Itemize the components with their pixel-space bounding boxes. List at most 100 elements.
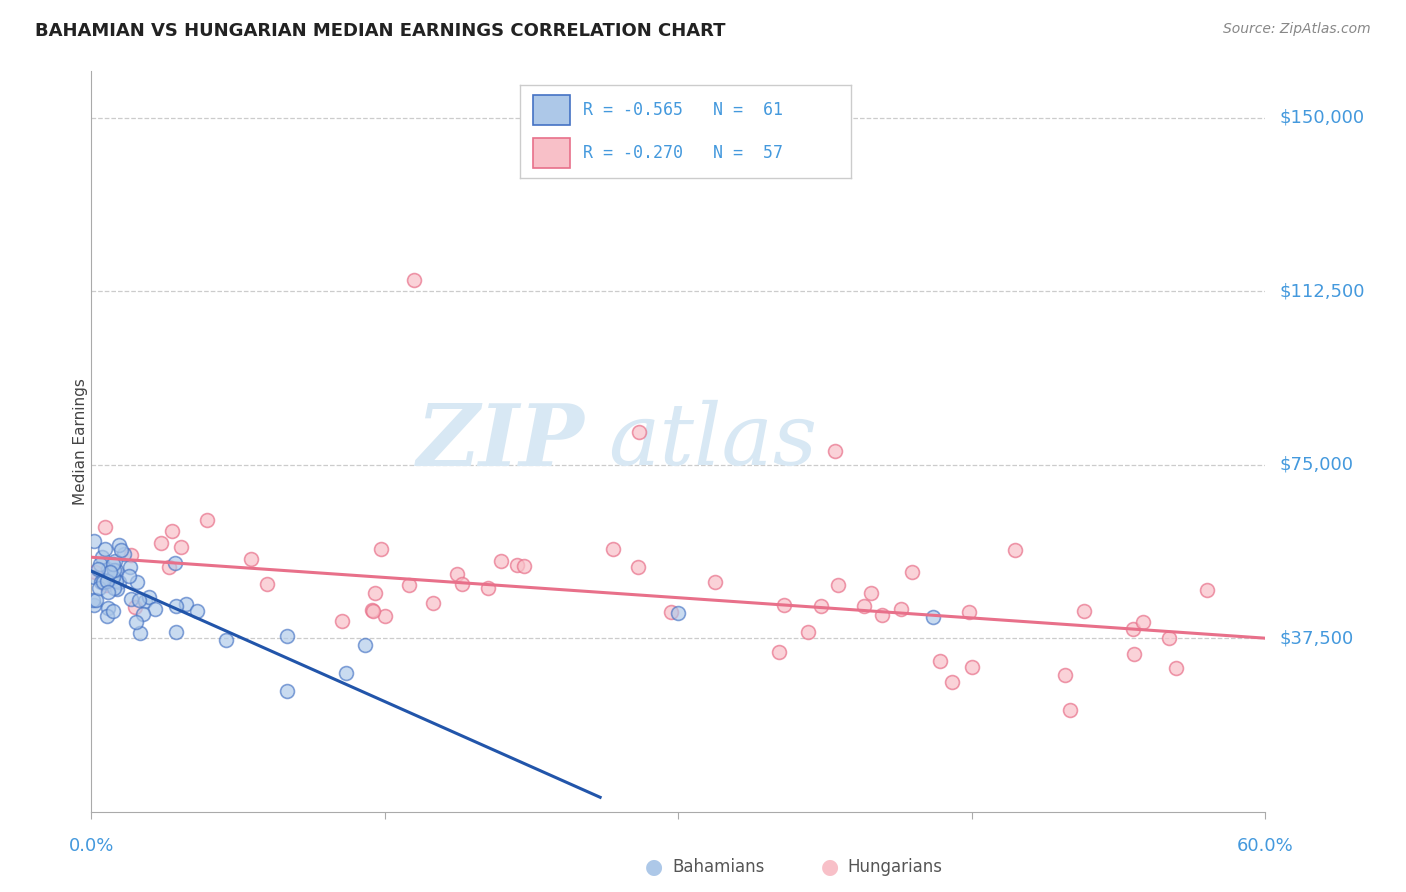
Point — [93, 574, 115, 588]
Point — [101, 557, 124, 571]
Point — [513, 558, 536, 573]
Point — [451, 577, 474, 591]
Point — [90, 574, 112, 589]
Point — [124, 599, 146, 614]
Point — [810, 599, 832, 613]
Point — [422, 596, 444, 610]
Point — [1157, 631, 1180, 645]
Point — [174, 597, 197, 611]
Point — [1195, 582, 1218, 597]
Point — [170, 540, 193, 554]
Point — [659, 605, 682, 619]
Point — [103, 581, 125, 595]
Text: $75,000: $75,000 — [1279, 456, 1354, 474]
Point — [240, 552, 263, 566]
Point — [941, 675, 963, 690]
Point — [398, 577, 420, 591]
Point — [150, 535, 173, 549]
Text: ●: ● — [821, 857, 838, 877]
Text: R = -0.270   N =  57: R = -0.270 N = 57 — [583, 145, 783, 162]
Point — [165, 625, 187, 640]
Point — [860, 586, 883, 600]
Point — [93, 542, 115, 557]
Point — [489, 554, 512, 568]
Point — [704, 575, 727, 590]
Point — [477, 582, 499, 596]
Point — [84, 565, 107, 579]
Point — [870, 608, 893, 623]
Point — [120, 591, 142, 606]
Point — [86, 593, 108, 607]
Point — [97, 584, 120, 599]
Point — [853, 599, 876, 613]
Point — [97, 601, 120, 615]
Point — [108, 538, 131, 552]
Point — [901, 565, 924, 579]
Point — [335, 665, 357, 680]
Point — [82, 593, 104, 607]
Point — [602, 541, 624, 556]
Point — [96, 608, 118, 623]
Point — [957, 605, 980, 619]
Point — [91, 574, 114, 589]
Point — [1059, 703, 1081, 717]
Point — [112, 547, 135, 561]
Point — [134, 594, 156, 608]
Point — [165, 599, 187, 613]
Point — [97, 561, 120, 575]
Point — [96, 574, 118, 588]
Point — [128, 593, 150, 607]
Point — [160, 524, 183, 538]
Text: $112,500: $112,500 — [1279, 282, 1365, 300]
Point — [276, 684, 298, 698]
Point — [98, 565, 121, 579]
Point — [215, 632, 238, 647]
Point — [94, 520, 117, 534]
Text: Source: ZipAtlas.com: Source: ZipAtlas.com — [1223, 22, 1371, 37]
Point — [104, 563, 127, 577]
FancyBboxPatch shape — [533, 138, 569, 168]
Point — [91, 549, 114, 564]
Point — [962, 660, 984, 674]
Point — [138, 591, 160, 605]
Point — [186, 604, 208, 618]
Point — [145, 602, 167, 616]
Point — [796, 624, 818, 639]
Text: 0.0%: 0.0% — [69, 837, 114, 855]
Point — [1053, 667, 1076, 681]
Point — [107, 582, 129, 596]
Point — [1132, 615, 1154, 629]
Text: Bahamians: Bahamians — [672, 858, 765, 876]
Point — [87, 562, 110, 576]
Point — [773, 598, 796, 612]
Point — [1164, 661, 1187, 675]
Point — [628, 425, 651, 440]
Point — [100, 572, 122, 586]
Point — [163, 556, 186, 570]
Point — [125, 615, 148, 630]
Point — [890, 602, 912, 616]
Point — [506, 558, 529, 573]
Point — [125, 574, 148, 589]
Point — [1123, 647, 1146, 661]
Point — [256, 576, 278, 591]
Point — [363, 586, 385, 600]
Point — [107, 574, 129, 589]
Point — [824, 443, 846, 458]
Text: atlas: atlas — [607, 401, 817, 483]
Point — [83, 570, 105, 584]
Point — [446, 566, 468, 581]
Point — [89, 581, 111, 595]
Point — [921, 610, 943, 624]
Text: ZIP: ZIP — [416, 400, 585, 483]
Point — [827, 578, 849, 592]
Point — [120, 560, 142, 574]
Point — [89, 558, 111, 572]
Text: R = -0.565   N =  61: R = -0.565 N = 61 — [583, 101, 783, 119]
Point — [928, 654, 950, 668]
Point — [1004, 542, 1026, 557]
Text: $150,000: $150,000 — [1279, 109, 1364, 127]
Point — [104, 574, 127, 588]
Point — [354, 638, 377, 652]
Point — [110, 543, 132, 558]
